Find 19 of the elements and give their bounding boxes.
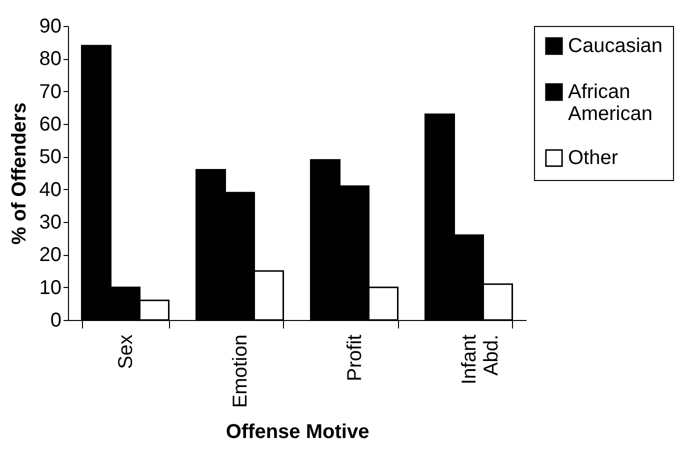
y-tick-label: 70 bbox=[39, 80, 62, 103]
x-tick-label: Infant Abd. bbox=[458, 334, 502, 385]
legend-label: Other bbox=[568, 147, 618, 169]
y-tick-label: 10 bbox=[39, 276, 62, 299]
legend-label: African American bbox=[568, 81, 652, 125]
y-tick-label: 50 bbox=[39, 146, 62, 168]
x-tick-label: Sex bbox=[114, 334, 137, 369]
x-tick-label: Emotion bbox=[229, 334, 252, 408]
x-axis-title: Offense Motive bbox=[226, 420, 370, 443]
y-tick-label: 40 bbox=[39, 178, 62, 201]
legend-label: Caucasian bbox=[568, 35, 663, 57]
y-axis-title: % of Offenders bbox=[8, 102, 30, 245]
y-tick-label: 80 bbox=[39, 48, 62, 70]
y-tick-label: 30 bbox=[39, 212, 62, 234]
y-tick-label: 20 bbox=[39, 244, 62, 266]
y-tick-label: 60 bbox=[39, 114, 62, 136]
x-tick-label: Profit bbox=[344, 334, 366, 382]
y-tick-label: 90 bbox=[39, 16, 62, 38]
y-tick-label: 0 bbox=[50, 310, 62, 332]
